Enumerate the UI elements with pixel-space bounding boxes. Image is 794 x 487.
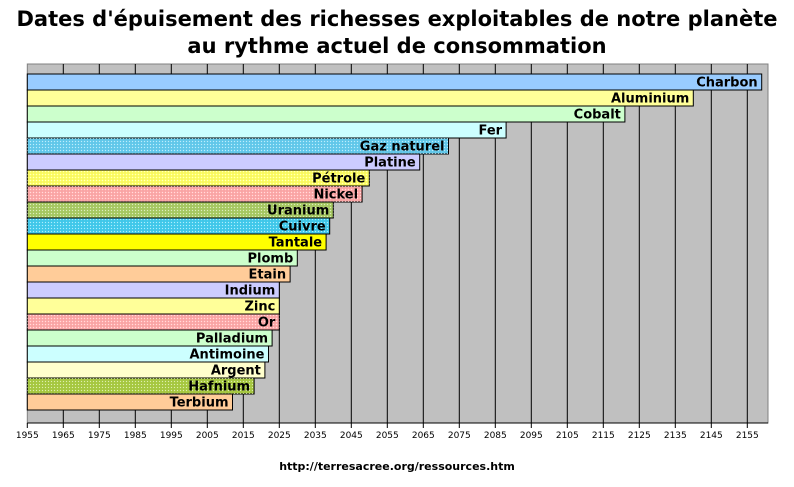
bar-label: Cuivre	[279, 220, 326, 235]
bar-label: Uranium	[267, 204, 329, 219]
bar-pattern	[27, 378, 255, 394]
bar-label: Indium	[225, 284, 276, 299]
bar-label: Tantale	[269, 236, 323, 251]
x-tick-label: 2155	[736, 431, 759, 441]
x-tick-label: 2015	[232, 431, 255, 441]
x-tick-label: 1965	[52, 431, 75, 441]
bar-pattern	[27, 186, 363, 202]
x-tick-label: 2065	[412, 431, 435, 441]
bar-label: Fer	[479, 124, 503, 139]
x-tick-label: 2055	[376, 431, 399, 441]
bar-label: Terbium	[170, 396, 229, 411]
x-tick-label: 1975	[88, 431, 111, 441]
bar-label: Charbon	[696, 76, 757, 91]
bar-zinc	[26, 297, 280, 315]
bar-label: Zinc	[244, 300, 275, 315]
x-tick-label: 2135	[664, 431, 687, 441]
bar-pattern	[27, 218, 330, 234]
x-tick-label: 2025	[268, 431, 291, 441]
x-tick-label: 2085	[484, 431, 507, 441]
x-tick-label: 2115	[592, 431, 615, 441]
bar-platine	[26, 153, 421, 171]
bar-aluminium	[26, 89, 694, 107]
x-tick-label: 1985	[124, 431, 147, 441]
x-tick-label: 1995	[160, 431, 183, 441]
bar-pattern	[27, 314, 280, 330]
x-tick-label: 2105	[556, 431, 579, 441]
bar-pattern	[27, 170, 370, 186]
bar-label: Antimoine	[190, 348, 265, 363]
x-tick-label: 1955	[16, 431, 39, 441]
x-tick-label: 2095	[520, 431, 543, 441]
bar-label: Plomb	[248, 252, 294, 267]
chart-title: Dates d'épuisement des richesses exploit…	[16, 7, 778, 58]
bar-charbon	[26, 73, 763, 91]
bar-label: Cobalt	[574, 108, 621, 123]
source-url: http://terresacree.org/ressources.htm	[279, 460, 515, 473]
x-tick-label: 2145	[700, 431, 723, 441]
x-tick-label: 2045	[340, 431, 363, 441]
bar-label: Or	[258, 316, 276, 331]
bar-fer	[26, 121, 507, 139]
x-tick-label: 2035	[304, 431, 327, 441]
bar-label: Argent	[211, 364, 261, 379]
bar-label: Platine	[364, 156, 416, 171]
bar-label: Nickel	[313, 188, 358, 203]
bar-label: Hafnium	[188, 380, 250, 395]
bar-label: Pétrole	[312, 172, 365, 187]
bar-cobalt	[26, 105, 626, 123]
bar-label: Aluminium	[611, 92, 689, 107]
x-tick-label: 2125	[628, 431, 651, 441]
x-tick-label: 2075	[448, 431, 471, 441]
bar-pattern	[27, 138, 449, 154]
x-tick-label: 2005	[196, 431, 219, 441]
bar-label: Etain	[249, 268, 287, 283]
bar-terbium	[26, 393, 233, 411]
bar-label: Palladium	[196, 332, 268, 347]
bar-pattern	[27, 202, 334, 218]
bar-label: Gaz naturel	[360, 140, 445, 155]
